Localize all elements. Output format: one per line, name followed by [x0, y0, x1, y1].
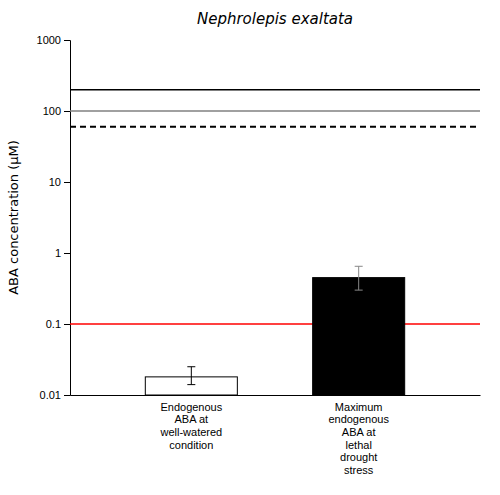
y-axis: 0.01 0.1 1 10 100 1000 [37, 34, 71, 401]
x-axis-line [71, 395, 481, 396]
x-tick-label-line: endogenous [328, 413, 389, 425]
reference-line [70, 323, 480, 325]
y-tick-mark [64, 324, 70, 325]
x-tick-label-line: ABA at [342, 426, 376, 438]
x-axis: EndogenousABA atwell-wateredconditionMax… [71, 396, 481, 477]
y-tick: 1 [55, 247, 70, 259]
y-tick-label: 1 [55, 247, 61, 259]
x-tick-label-line: lethal [346, 439, 372, 451]
x-tick-label-line: ABA at [175, 413, 209, 425]
reference-line [70, 110, 480, 112]
x-tick-label-line: condition [169, 439, 213, 451]
y-tick-mark [64, 111, 70, 112]
y-tick-mark [64, 395, 70, 396]
error-bar [187, 367, 195, 385]
x-tick-label-line: Endogenous [160, 401, 222, 413]
y-tick: 0.1 [46, 318, 70, 330]
y-axis-title: ABA concentration (μM) [6, 140, 21, 295]
error-bar [355, 266, 363, 290]
x-tick-label-line: Maximum [335, 401, 383, 413]
y-tick-label: 0.01 [40, 389, 61, 401]
x-tick-label: MaximumendogenousABA atlethaldroughtstre… [328, 401, 389, 476]
y-tick: 10 [49, 176, 70, 188]
y-tick: 1000 [37, 34, 70, 46]
title: Nephrolepis exaltata [197, 10, 353, 28]
reference-line [70, 89, 480, 91]
y-tick-label: 100 [43, 105, 61, 117]
y-tick-mark [64, 40, 70, 41]
x-tick-label: EndogenousABA atwell-wateredcondition [159, 401, 222, 451]
y-tick-label: 10 [49, 176, 61, 188]
y-tick-label: 0.1 [46, 318, 61, 330]
marks [70, 90, 480, 395]
y-tick-mark [64, 182, 70, 183]
plot: 0.010.11101001000EndogenousABA atwell-wa… [37, 34, 481, 476]
bar [313, 278, 405, 395]
y-tick-mark [64, 253, 70, 254]
x-tick: EndogenousABA atwell-wateredcondition [159, 401, 222, 451]
y-tick-label: 1000 [37, 34, 61, 46]
y-tick: 100 [43, 105, 70, 117]
x-tick-label-line: well-watered [159, 426, 222, 438]
reference-line [70, 126, 480, 128]
y-axis-line [64, 41, 71, 396]
x-tick-label-line: stress [344, 464, 374, 476]
y-tick: 0.01 [40, 389, 70, 401]
x-tick: MaximumendogenousABA atlethaldroughtstre… [328, 401, 389, 476]
x-tick-label-line: drought [340, 451, 377, 463]
chart: 0.010.11101001000EndogenousABA atwell-wa… [0, 0, 500, 495]
